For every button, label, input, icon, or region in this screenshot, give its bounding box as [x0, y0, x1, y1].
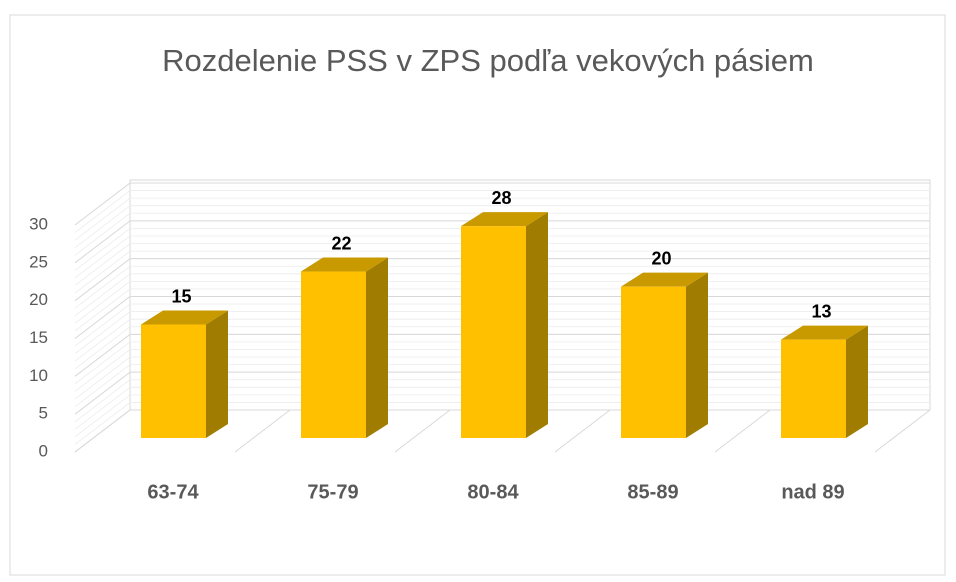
- y-tick-label: 5: [39, 404, 48, 423]
- back-wall: [129, 179, 931, 410]
- x-tick-label: 75-79: [307, 481, 358, 503]
- minor-grid: [74, 243, 930, 286]
- y-tick-label: 30: [29, 214, 48, 233]
- grid-line: [74, 182, 930, 226]
- floor-line: [74, 409, 131, 453]
- bar-side: [686, 272, 708, 438]
- value-label: 28: [491, 188, 511, 208]
- bar-side: [526, 212, 548, 438]
- floor-line: [714, 409, 771, 453]
- floor-line: [394, 409, 451, 453]
- bar-top: [141, 310, 228, 325]
- y-tick-label: 0: [39, 441, 48, 460]
- bar-top: [461, 212, 548, 227]
- minor-grid: [74, 197, 930, 241]
- chart-title: Rozdelenie PSS v ZPS podľa vekových pási…: [162, 43, 814, 78]
- y-tick-label: 10: [29, 366, 48, 385]
- x-tick-label: 85-89: [627, 481, 678, 503]
- value-label: 20: [651, 248, 671, 268]
- y-tick-label: 20: [29, 290, 48, 309]
- x-tick-label: nad 89: [781, 481, 844, 503]
- minor-grid: [74, 205, 930, 249]
- bar-side: [366, 257, 388, 438]
- bar: [621, 286, 686, 438]
- bar: [141, 324, 206, 438]
- floor-line: [874, 409, 931, 453]
- minor-grid: [74, 235, 930, 279]
- minor-grid: [74, 212, 930, 256]
- floor-line: [234, 409, 291, 453]
- minor-grid: [74, 250, 930, 294]
- bar-side: [846, 325, 868, 438]
- grid-line: [74, 220, 930, 264]
- bar-top: [301, 257, 388, 272]
- bar: [781, 339, 846, 438]
- bar-top: [781, 325, 868, 340]
- floor-line: [554, 409, 611, 453]
- minor-grid: [74, 228, 930, 271]
- y-tick-label: 15: [29, 328, 48, 347]
- minor-grid: [74, 190, 930, 233]
- minor-grid: [74, 265, 930, 309]
- x-tick-label: 80-84: [467, 481, 519, 503]
- grid-line: [74, 258, 930, 302]
- value-label: 13: [811, 301, 831, 321]
- bar-side: [206, 310, 228, 438]
- bar: [461, 226, 526, 438]
- y-tick-label: 25: [29, 252, 48, 271]
- x-tick-label: 63-74: [147, 481, 199, 503]
- bar-top: [621, 272, 708, 287]
- bar: [301, 271, 366, 438]
- value-label: 15: [171, 286, 191, 306]
- value-label: 22: [331, 233, 351, 253]
